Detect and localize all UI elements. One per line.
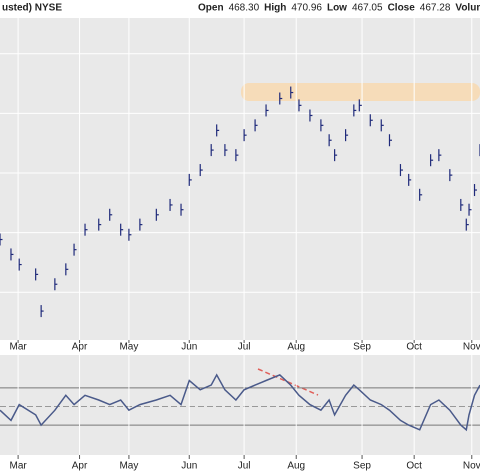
price-bar bbox=[169, 198, 173, 211]
x-tick-label: Sep bbox=[353, 461, 371, 472]
price-bar bbox=[438, 149, 442, 162]
price-bar bbox=[328, 134, 332, 147]
price-bar bbox=[358, 99, 362, 112]
x-tick-label: Apr bbox=[72, 342, 88, 353]
quote-label: Close bbox=[388, 3, 416, 14]
x-tick-label: Sep bbox=[353, 342, 371, 353]
price-bar bbox=[10, 248, 14, 261]
price-bar bbox=[210, 144, 214, 157]
price-bar bbox=[84, 223, 88, 236]
price-bar bbox=[309, 109, 313, 122]
price-bar bbox=[408, 173, 412, 186]
price-bar bbox=[380, 119, 384, 132]
x-tick-label: Apr bbox=[72, 461, 88, 472]
quote-value: 470.96 bbox=[291, 3, 322, 14]
quote-label: Low bbox=[327, 3, 347, 14]
price-bar bbox=[279, 92, 283, 105]
price-bar bbox=[473, 184, 478, 197]
price-bar bbox=[120, 223, 124, 236]
price-bar bbox=[128, 228, 132, 241]
x-tick-label: May bbox=[119, 461, 138, 472]
quote-label: Open bbox=[198, 3, 224, 14]
price-bar bbox=[40, 305, 44, 318]
x-tick-label: Mar bbox=[9, 342, 27, 353]
price-bar bbox=[320, 119, 324, 132]
x-tick-label: Nov bbox=[463, 342, 480, 353]
price-bar bbox=[65, 263, 69, 276]
quote-label: High bbox=[264, 3, 286, 14]
price-bar bbox=[468, 203, 472, 216]
price-bar bbox=[465, 218, 469, 231]
price-bar bbox=[298, 99, 302, 112]
price-bar bbox=[430, 154, 434, 167]
indicator-panel bbox=[0, 355, 480, 455]
quote-value: 467.28 bbox=[420, 3, 451, 14]
price-bar bbox=[98, 218, 102, 231]
price-panel bbox=[0, 18, 480, 340]
x-tick-label: Jul bbox=[238, 461, 251, 472]
x-tick-label: Oct bbox=[406, 461, 422, 472]
price-bar bbox=[290, 86, 294, 99]
resistance-band bbox=[241, 83, 480, 101]
price-bar bbox=[0, 233, 3, 246]
price-bar bbox=[334, 149, 338, 162]
quote: Open 468.30 High 470.96 Low 467.05 Close 467.28… bbox=[198, 3, 480, 14]
price-bar bbox=[54, 278, 58, 291]
x-tick-label: Jun bbox=[181, 461, 197, 472]
price-bar bbox=[109, 208, 113, 221]
price-bar bbox=[35, 268, 39, 281]
x-tick-label: Aug bbox=[287, 461, 305, 472]
x-tick-label: Oct bbox=[406, 342, 422, 353]
price-bar bbox=[235, 149, 239, 162]
price-bar bbox=[243, 129, 247, 142]
quote-label: Volume bbox=[455, 3, 480, 14]
x-tick-label: Aug bbox=[287, 342, 305, 353]
indicator-line bbox=[0, 373, 480, 432]
price-bar bbox=[180, 203, 184, 216]
price-bar bbox=[369, 114, 373, 127]
quote-value: 467.05 bbox=[352, 3, 383, 14]
x-tick-label: Nov bbox=[463, 461, 480, 472]
price-bar bbox=[216, 124, 220, 137]
header-title: usted) NYSE bbox=[2, 3, 62, 14]
price-bar bbox=[73, 243, 77, 256]
price-bar bbox=[155, 208, 159, 221]
quote-value: 468.30 bbox=[229, 3, 260, 14]
x-tick-label: Jun bbox=[181, 342, 197, 353]
price-bar bbox=[388, 134, 392, 147]
price-bar bbox=[254, 119, 258, 132]
price-bar bbox=[139, 218, 143, 231]
price-bar bbox=[224, 144, 228, 157]
price-bar bbox=[188, 173, 192, 186]
price-bar bbox=[265, 104, 269, 117]
price-bar bbox=[18, 258, 22, 271]
price-bar bbox=[419, 188, 423, 201]
x-tick-label: Jul bbox=[238, 342, 251, 353]
price-bar bbox=[449, 169, 453, 182]
price-bar bbox=[345, 129, 349, 142]
price-bar bbox=[353, 104, 357, 117]
price-bar bbox=[399, 164, 403, 177]
x-tick-label: Mar bbox=[9, 461, 27, 472]
price-bar bbox=[460, 198, 464, 211]
x-tick-label: May bbox=[119, 342, 138, 353]
header-bar bbox=[0, 0, 480, 16]
price-bar bbox=[199, 164, 203, 177]
